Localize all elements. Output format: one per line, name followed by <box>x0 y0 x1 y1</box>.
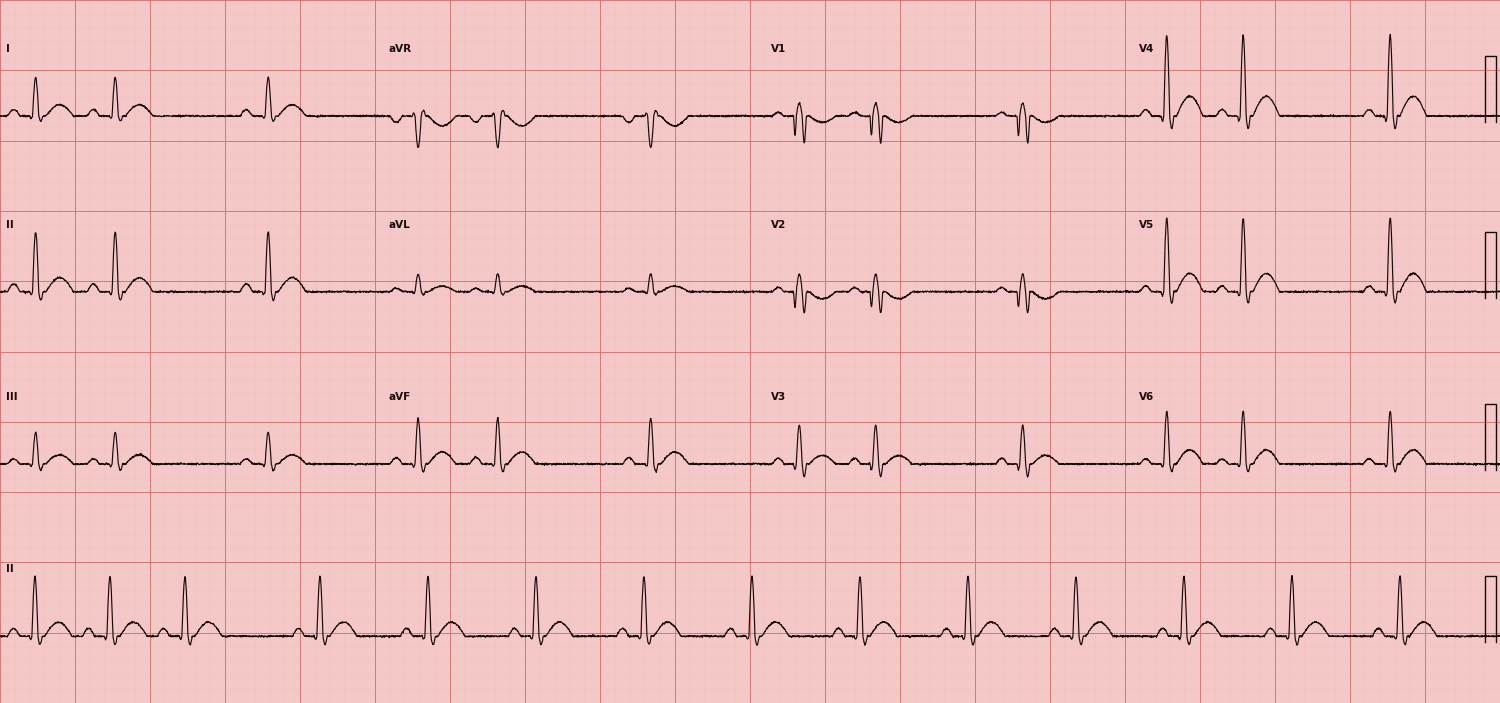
Text: aVR: aVR <box>388 44 411 54</box>
Text: V1: V1 <box>771 44 786 54</box>
Text: V3: V3 <box>771 392 786 402</box>
Text: aVF: aVF <box>388 392 411 402</box>
Text: II: II <box>6 565 14 574</box>
Text: III: III <box>6 392 18 402</box>
Text: V4: V4 <box>1138 44 1154 54</box>
Text: V2: V2 <box>771 220 786 230</box>
Text: V6: V6 <box>1138 392 1154 402</box>
Text: aVL: aVL <box>388 220 410 230</box>
Text: I: I <box>6 44 10 54</box>
Text: V5: V5 <box>1138 220 1154 230</box>
Text: II: II <box>6 220 14 230</box>
